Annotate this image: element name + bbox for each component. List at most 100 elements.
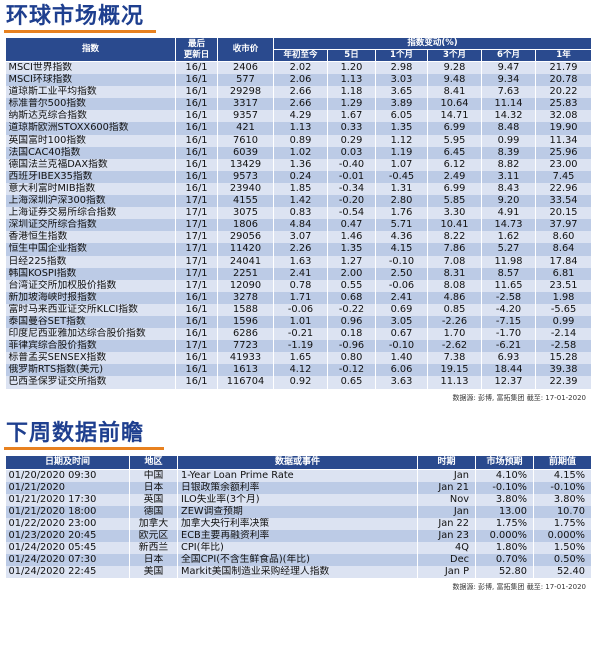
change-6m-cell: 14.73 bbox=[481, 219, 536, 232]
market-row: 韩国KOSPI指数 17/1 2251 2.41 2.00 2.50 8.31 8.57 6.8… bbox=[5, 267, 593, 280]
close-price-cell: 6286 bbox=[217, 328, 274, 341]
change-6m-cell: -6.21 bbox=[481, 340, 536, 353]
change-3m-cell: 0.85 bbox=[427, 303, 482, 316]
change-6m-cell: 8.57 bbox=[481, 267, 536, 280]
change-ytd-cell: -0.06 bbox=[273, 303, 328, 316]
region-cell: 英国 bbox=[129, 493, 178, 506]
header-period-3m: 3个月 bbox=[427, 49, 482, 62]
close-price-cell: 116704 bbox=[217, 376, 274, 389]
previous-cell: 3.80% bbox=[533, 493, 592, 506]
change-6m-cell: 8.82 bbox=[481, 158, 536, 171]
change-3m-cell: 6.45 bbox=[427, 146, 482, 159]
previous-cell: 1.75% bbox=[533, 517, 592, 530]
index-name-cell: 上海深圳沪深300指数 bbox=[5, 195, 176, 208]
change-ytd-cell: 2.02 bbox=[273, 61, 328, 75]
change-3m-cell: 10.41 bbox=[427, 219, 482, 232]
change-3m-cell: 3.30 bbox=[427, 207, 482, 220]
change-ytd-cell: 2.66 bbox=[273, 98, 328, 111]
calendar-row: 01/21/2020 18:00 德国 ZEW调查预期 Jan 13.00 10.70 bbox=[5, 505, 592, 518]
change-1y-cell: 25.83 bbox=[535, 98, 593, 111]
previous-cell: 0.000% bbox=[533, 530, 592, 543]
change-6m-cell: 18.44 bbox=[481, 364, 536, 377]
change-5d-cell: -0.12 bbox=[327, 364, 376, 377]
change-5d-cell: 0.47 bbox=[327, 219, 376, 232]
change-ytd-cell: -1.19 bbox=[273, 340, 328, 353]
previous-cell: 52.40 bbox=[533, 566, 592, 579]
market-row: 富时马来西亚证交所KLCI指数 16/1 1588 -0.06 -0.22 0.69 0.8… bbox=[5, 303, 593, 316]
change-6m-cell: 1.62 bbox=[481, 231, 536, 244]
change-6m-cell: -2.58 bbox=[481, 291, 536, 304]
last-update-cell: 16/1 bbox=[175, 303, 218, 316]
change-3m-cell: 9.48 bbox=[427, 74, 482, 87]
last-update-cell: 16/1 bbox=[175, 328, 218, 341]
calendar-table-body: 01/20/2020 09:30 中国 1-Year Loan Prime Rate… bbox=[5, 469, 592, 579]
market-row: 法国CAC40指数 16/1 6039 1.02 0.03 1.19 6.45 8.39 25.… bbox=[5, 146, 593, 159]
change-ytd-cell: 1.85 bbox=[273, 182, 328, 196]
index-name-cell: 道琼斯工业平均指数 bbox=[5, 86, 176, 99]
change-ytd-cell: 0.24 bbox=[273, 170, 328, 183]
index-name-cell: 泰国曼谷SET指数 bbox=[5, 315, 176, 329]
change-1m-cell: -0.10 bbox=[375, 340, 428, 353]
change-5d-cell: 0.18 bbox=[327, 328, 376, 341]
change-5d-cell: 1.18 bbox=[327, 86, 376, 99]
change-5d-cell: -0.54 bbox=[327, 207, 376, 220]
change-ytd-cell: -0.21 bbox=[273, 328, 328, 341]
change-5d-cell: 1.13 bbox=[327, 74, 376, 87]
change-5d-cell: 1.35 bbox=[327, 243, 376, 256]
header-period-ytd: 年初至今 bbox=[273, 49, 328, 62]
forecast-cell: 1.80% bbox=[475, 542, 534, 555]
close-price-cell: 3278 bbox=[217, 291, 274, 304]
change-1m-cell: 1.40 bbox=[375, 352, 428, 365]
change-1y-cell: 19.90 bbox=[535, 122, 593, 135]
change-6m-cell: -1.70 bbox=[481, 328, 536, 341]
index-name-cell: 台湾证交所加权股价指数 bbox=[5, 279, 176, 292]
change-6m-cell: 3.11 bbox=[481, 170, 536, 183]
last-update-cell: 16/1 bbox=[175, 61, 218, 75]
change-3m-cell: 9.28 bbox=[427, 61, 482, 75]
period-cell: Jan 21 bbox=[417, 481, 476, 494]
change-1y-cell: -5.65 bbox=[535, 303, 593, 316]
change-1m-cell: 1.35 bbox=[375, 122, 428, 135]
event-cell: ECB主要再融资利率 bbox=[177, 530, 418, 543]
header-index: 指数 bbox=[5, 37, 176, 62]
region-cell: 德国 bbox=[129, 505, 178, 518]
event-cell: 日银政策余额利率 bbox=[177, 481, 418, 494]
market-row: 巴西圣保罗证交所指数 16/1 116704 0.92 0.65 3.63 11.13 12.… bbox=[5, 376, 593, 389]
header-period-6m: 6个月 bbox=[481, 49, 536, 62]
change-6m-cell: 5.27 bbox=[481, 243, 536, 256]
change-3m-cell: 7.86 bbox=[427, 243, 482, 256]
market-row: MSCI环球指数 16/1 577 2.06 1.13 3.03 9.48 9.34 20.78 bbox=[5, 74, 593, 87]
market-row: 泰国曼谷SET指数 16/1 1596 1.01 0.96 3.05 -2.26 -7.15 0… bbox=[5, 315, 593, 329]
change-3m-cell: -2.62 bbox=[427, 340, 482, 353]
index-name-cell: 日经225指数 bbox=[5, 255, 176, 268]
index-name-cell: 深圳证交所综合指数 bbox=[5, 219, 176, 232]
header-forecast: 市场预期 bbox=[475, 454, 534, 470]
close-price-cell: 24041 bbox=[217, 255, 274, 268]
event-cell: ILO失业率(3个月) bbox=[177, 493, 418, 506]
header-region: 地区 bbox=[129, 454, 178, 470]
change-1y-cell: 25.96 bbox=[535, 146, 593, 159]
index-name-cell: 法国CAC40指数 bbox=[5, 146, 176, 159]
calendar-row: 01/20/2020 09:30 中国 1-Year Loan Prime Rate… bbox=[5, 469, 592, 482]
change-1m-cell: 1.07 bbox=[375, 158, 428, 171]
close-price-cell: 12090 bbox=[217, 279, 274, 292]
calendar-row: 01/22/2020 23:00 加拿大 加拿大央行利率决策 Jan 22 1.75% 1… bbox=[5, 517, 592, 530]
index-name-cell: 香港恒生指数 bbox=[5, 231, 176, 244]
calendar-title: 下周数据前瞻 bbox=[6, 420, 145, 446]
last-update-cell: 16/1 bbox=[175, 291, 218, 304]
change-3m-cell: 6.99 bbox=[427, 182, 482, 196]
change-1m-cell: 3.65 bbox=[375, 86, 428, 99]
change-5d-cell: 1.46 bbox=[327, 231, 376, 244]
change-ytd-cell: 1.36 bbox=[273, 158, 328, 171]
region-cell: 日本 bbox=[129, 481, 178, 494]
forecast-cell: 3.80% bbox=[475, 493, 534, 506]
last-update-cell: 16/1 bbox=[175, 86, 218, 99]
change-3m-cell: 8.22 bbox=[427, 231, 482, 244]
calendar-row: 01/21/2020 17:30 英国 ILO失业率(3个月) Nov 3.80% 3.8… bbox=[5, 493, 592, 506]
last-update-cell: 16/1 bbox=[175, 74, 218, 87]
last-update-cell: 17/1 bbox=[175, 195, 218, 208]
change-ytd-cell: 1.63 bbox=[273, 255, 328, 268]
change-1y-cell: 17.84 bbox=[535, 255, 593, 268]
change-3m-cell: 8.08 bbox=[427, 279, 482, 292]
index-name-cell: 西班牙IBEX35指数 bbox=[5, 170, 176, 183]
